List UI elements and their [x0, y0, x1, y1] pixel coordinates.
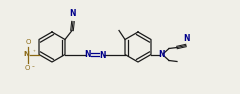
Text: N: N [23, 51, 29, 57]
Text: N: N [184, 33, 190, 42]
Text: N: N [84, 50, 91, 58]
Text: N: N [99, 50, 105, 60]
Text: O: O [24, 64, 30, 70]
Text: N: N [70, 9, 76, 19]
Text: O: O [25, 39, 31, 44]
Text: $^-$: $^-$ [30, 64, 36, 69]
Text: $^+$: $^+$ [31, 50, 37, 55]
Text: N: N [159, 50, 165, 58]
